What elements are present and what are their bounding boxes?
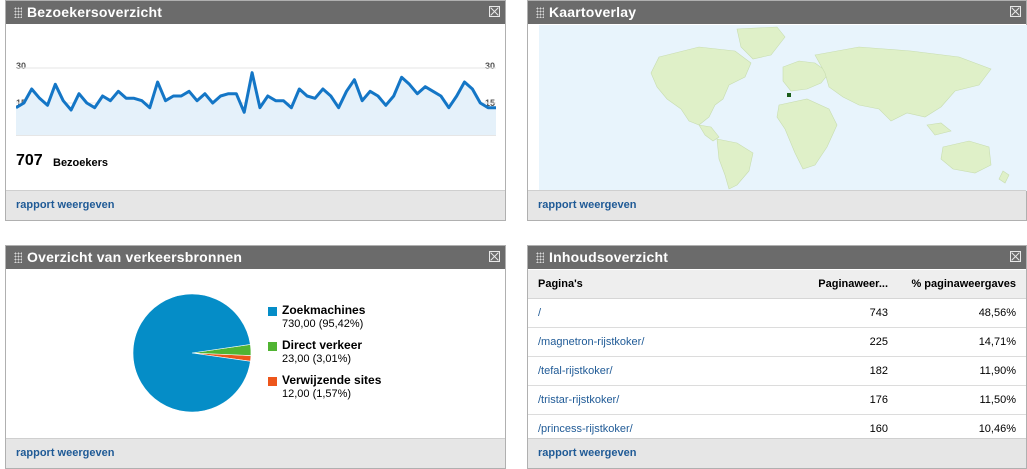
content-report-link[interactable]: rapport weergeven	[538, 447, 637, 459]
traffic-widget-footer: rapport weergeven	[6, 438, 505, 468]
visitors-widget-title: Bezoekersoverzicht	[27, 4, 163, 20]
legend-name-search: Zoekmachines	[282, 303, 366, 317]
visitors-line-series	[16, 71, 496, 114]
pageviews-value: 176	[758, 385, 898, 415]
traffic-sources-widget: Overzicht van verkeersbronnen Zoekmachin…	[5, 245, 506, 469]
close-icon[interactable]	[1010, 6, 1021, 17]
column-header-pageviews-percent[interactable]: % paginaweergaves	[898, 270, 1026, 299]
map-widget: Kaartoverlay	[527, 0, 1027, 221]
world-map-graphic	[650, 26, 1010, 190]
page-link[interactable]: /tristar-rijstkoker/	[528, 385, 758, 415]
legend-item-referral: Verwijzende sites 12,00 (1,57%)	[268, 373, 381, 408]
drag-handle-icon[interactable]	[14, 7, 22, 18]
legend-name-referral: Verwijzende sites	[282, 373, 382, 387]
page-link[interactable]: /tefal-rijstkoker/	[528, 356, 758, 386]
traffic-pie-chart	[132, 293, 252, 413]
legend-item-search: Zoekmachines 730,00 (95,42%)	[268, 303, 381, 338]
content-table: Pagina's Paginaweer... % paginaweergaves…	[528, 270, 1026, 444]
traffic-legend: Zoekmachines 730,00 (95,42%) Direct verk…	[268, 303, 381, 408]
visitors-area-fill	[16, 72, 496, 135]
table-row: / 743 48,56%	[528, 298, 1026, 328]
page-link[interactable]: /magnetron-rijstkoker/	[528, 327, 758, 357]
close-icon[interactable]	[489, 6, 500, 17]
legend-swatch-direct	[268, 342, 277, 351]
legend-item-direct: Direct verkeer 23,00 (3,01%)	[268, 338, 381, 373]
map-report-link[interactable]: rapport weergeven	[538, 199, 637, 211]
legend-value-direct: 23,00 (3,01%)	[282, 353, 352, 365]
visitors-total-label: Bezoekers	[53, 157, 109, 169]
y-tick-top-left: 30	[16, 61, 27, 71]
map-widget-footer: rapport weergeven	[528, 190, 1026, 220]
pageviews-value: 743	[758, 298, 898, 328]
content-widget: Inhoudsoverzicht Pagina's Paginaweer... …	[527, 245, 1027, 469]
map-widget-header[interactable]: Kaartoverlay	[528, 1, 1026, 24]
content-widget-title: Inhoudsoverzicht	[549, 249, 669, 265]
traffic-widget-title: Overzicht van verkeersbronnen	[27, 249, 243, 265]
legend-value-referral: 12,00 (1,57%)	[282, 388, 352, 400]
legend-name-direct: Direct verkeer	[282, 338, 363, 352]
map-widget-title: Kaartoverlay	[549, 4, 637, 20]
page-link[interactable]: /	[528, 298, 758, 328]
pageviews-percent: 48,56%	[898, 298, 1026, 328]
table-row: /tefal-rijstkoker/ 182 11,90%	[528, 356, 1026, 386]
drag-handle-icon[interactable]	[14, 252, 22, 263]
column-header-page[interactable]: Pagina's	[528, 270, 758, 299]
traffic-widget-header[interactable]: Overzicht van verkeersbronnen	[6, 246, 505, 269]
y-tick-top-right: 30	[484, 61, 495, 71]
content-widget-header[interactable]: Inhoudsoverzicht	[528, 246, 1026, 269]
table-row: /magnetron-rijstkoker/ 225 14,71%	[528, 327, 1026, 357]
table-row: /tristar-rijstkoker/ 176 11,50%	[528, 385, 1026, 415]
pageviews-percent: 11,50%	[898, 385, 1026, 415]
world-map[interactable]	[539, 25, 1027, 191]
pie-slice-zoekmachines[interactable]	[132, 293, 251, 413]
legend-value-search: 730,00 (95,42%)	[282, 318, 364, 330]
pageviews-percent: 11,90%	[898, 356, 1026, 386]
pageviews-value: 225	[758, 327, 898, 357]
column-header-pageviews[interactable]: Paginaweer...	[758, 270, 898, 299]
visitors-widget-header[interactable]: Bezoekersoverzicht	[6, 1, 505, 24]
legend-swatch-search	[268, 307, 277, 316]
drag-handle-icon[interactable]	[536, 7, 544, 18]
pageviews-percent: 14,71%	[898, 327, 1026, 357]
close-icon[interactable]	[1010, 251, 1021, 262]
drag-handle-icon[interactable]	[536, 252, 544, 263]
content-table-header-row: Pagina's Paginaweer... % paginaweergaves	[528, 270, 1026, 299]
visitors-total: 707	[16, 152, 43, 169]
pageviews-value: 182	[758, 356, 898, 386]
close-icon[interactable]	[489, 251, 500, 262]
visitors-report-link[interactable]: rapport weergeven	[16, 199, 115, 211]
traffic-report-link[interactable]: rapport weergeven	[16, 447, 115, 459]
legend-swatch-referral	[268, 377, 277, 386]
visitors-widget-footer: rapport weergeven	[6, 190, 505, 220]
visitors-widget: Bezoekersoverzicht 30 15 30 15 707 Bezoe…	[5, 0, 506, 221]
content-widget-footer: rapport weergeven	[528, 438, 1026, 468]
visitors-sparkline-chart	[16, 67, 496, 136]
highlighted-country-marker	[787, 93, 791, 97]
